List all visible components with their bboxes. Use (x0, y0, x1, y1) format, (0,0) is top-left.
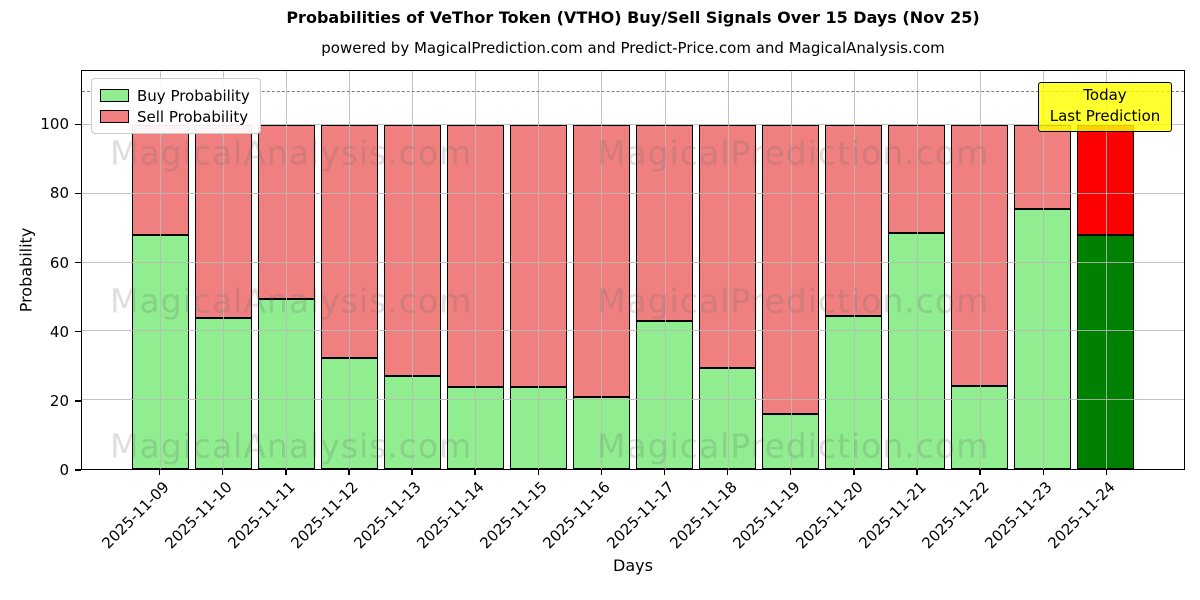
bar-buy-segment (447, 387, 504, 469)
vertical-gridline (853, 71, 855, 469)
bar-sell-segment (447, 125, 504, 388)
y-tick-mark (75, 123, 81, 125)
y-tick-label: 0 (59, 461, 69, 479)
y-tick-label: 80 (49, 184, 69, 203)
x-tick-mark (663, 470, 666, 475)
vertical-gridline (664, 71, 666, 469)
bar-buy-segment (573, 396, 630, 469)
bar-sell-segment (699, 125, 756, 369)
bar-sell-segment (1014, 125, 1071, 210)
bar-buy-segment (699, 368, 756, 469)
bar-sell-segment (195, 125, 252, 318)
bar-sell-segment (510, 125, 567, 388)
today-annotation-line1: Today (1083, 86, 1127, 104)
bar-sell-segment (258, 125, 315, 299)
legend-label-sell: Sell Probability (137, 107, 249, 126)
bar-buy-segment (825, 315, 882, 469)
bar-sell-segment (1077, 125, 1134, 236)
y-tick-mark (75, 400, 81, 402)
legend-item-sell: Sell Probability (100, 106, 250, 127)
bar-buy-segment (1014, 209, 1071, 469)
vertical-gridline (979, 71, 981, 469)
x-tick-mark (222, 470, 224, 475)
bar-sell-segment (573, 125, 630, 397)
watermark-text: MagicalPrediction.com (597, 281, 990, 321)
chart-title: Probabilities of VeThor Token (VTHO) Buy… (286, 8, 980, 27)
horizontal-gridline (82, 399, 1184, 401)
bar-buy-segment (384, 376, 441, 469)
bar-sell-segment (825, 125, 882, 316)
x-tick-mark (726, 470, 729, 475)
y-tick-label: 40 (49, 322, 69, 341)
horizontal-gridline (82, 192, 1184, 194)
today-annotation-line2: Last Prediction (1049, 107, 1161, 126)
x-tick-mark (1042, 470, 1044, 475)
bar-buy-segment (762, 413, 819, 469)
vertical-gridline (412, 71, 414, 469)
legend: Buy Probability Sell Probability (91, 78, 261, 134)
bar-sell-segment (762, 125, 819, 414)
x-tick-mark (790, 470, 792, 475)
threshold-dashed-line (82, 90, 1184, 92)
bar-sell-segment (888, 125, 945, 234)
watermark-text: MagicalAnalysis.com (110, 426, 473, 466)
y-tick-mark (75, 331, 81, 333)
vertical-gridline (727, 71, 729, 469)
vertical-gridline (790, 71, 792, 469)
bar-buy-segment (195, 317, 252, 469)
x-axis-label: Days (613, 556, 653, 575)
vertical-gridline (286, 71, 288, 469)
vertical-gridline (349, 71, 351, 469)
bar-buy-segment (321, 357, 378, 469)
buy-color-swatch (100, 89, 129, 102)
bar-sell-segment (384, 125, 441, 377)
x-tick-mark (600, 470, 603, 475)
y-tick-mark (75, 469, 81, 471)
watermark-text: MagicalAnalysis.com (110, 133, 473, 173)
chart-subtitle: powered by MagicalPrediction.com and Pre… (321, 39, 945, 57)
x-tick-mark (537, 470, 539, 475)
vertical-gridline (475, 71, 477, 469)
y-tick-label: 60 (49, 253, 69, 272)
today-annotation: Today Last Prediction (1038, 82, 1172, 132)
bar-buy-segment (1077, 235, 1134, 469)
watermark-text: MagicalAnalysis.com (110, 281, 473, 321)
bar-buy-segment (636, 321, 693, 469)
y-tick-mark (75, 261, 81, 264)
bar-buy-segment (888, 233, 945, 469)
x-tick-mark (348, 470, 350, 475)
vertical-gridline (916, 71, 918, 469)
plot-area: MagicalAnalysis.com MagicalPrediction.com… (81, 70, 1185, 470)
bar-sell-segment (951, 125, 1008, 387)
x-tick-mark (916, 470, 918, 475)
watermark-text: MagicalPrediction.com (597, 133, 990, 173)
vertical-gridline (601, 71, 603, 469)
bar-buy-segment (510, 387, 567, 469)
x-tick-mark (979, 470, 981, 475)
x-tick-mark (411, 470, 413, 475)
horizontal-gridline (82, 330, 1184, 332)
x-tick-mark (1105, 470, 1108, 475)
vertical-gridline (538, 71, 540, 469)
y-tick-label: 100 (40, 115, 69, 134)
bar-sell-segment (636, 125, 693, 322)
watermark-text: MagicalPrediction.com (597, 426, 990, 466)
x-tick-mark (158, 470, 161, 475)
bar-buy-segment (951, 386, 1008, 469)
x-tick-mark (285, 470, 287, 475)
sell-color-swatch (100, 110, 129, 123)
legend-item-buy: Buy Probability (100, 85, 250, 106)
x-tick-mark (474, 470, 476, 475)
y-tick-label: 20 (49, 391, 69, 410)
bar-buy-segment (258, 298, 315, 469)
bar-buy-segment (132, 235, 189, 469)
bar-sell-segment (321, 125, 378, 358)
bar-sell-segment (132, 125, 189, 236)
y-tick-mark (75, 192, 81, 195)
x-tick-mark (853, 470, 855, 475)
horizontal-gridline (82, 261, 1184, 263)
legend-label-buy: Buy Probability (137, 86, 250, 105)
